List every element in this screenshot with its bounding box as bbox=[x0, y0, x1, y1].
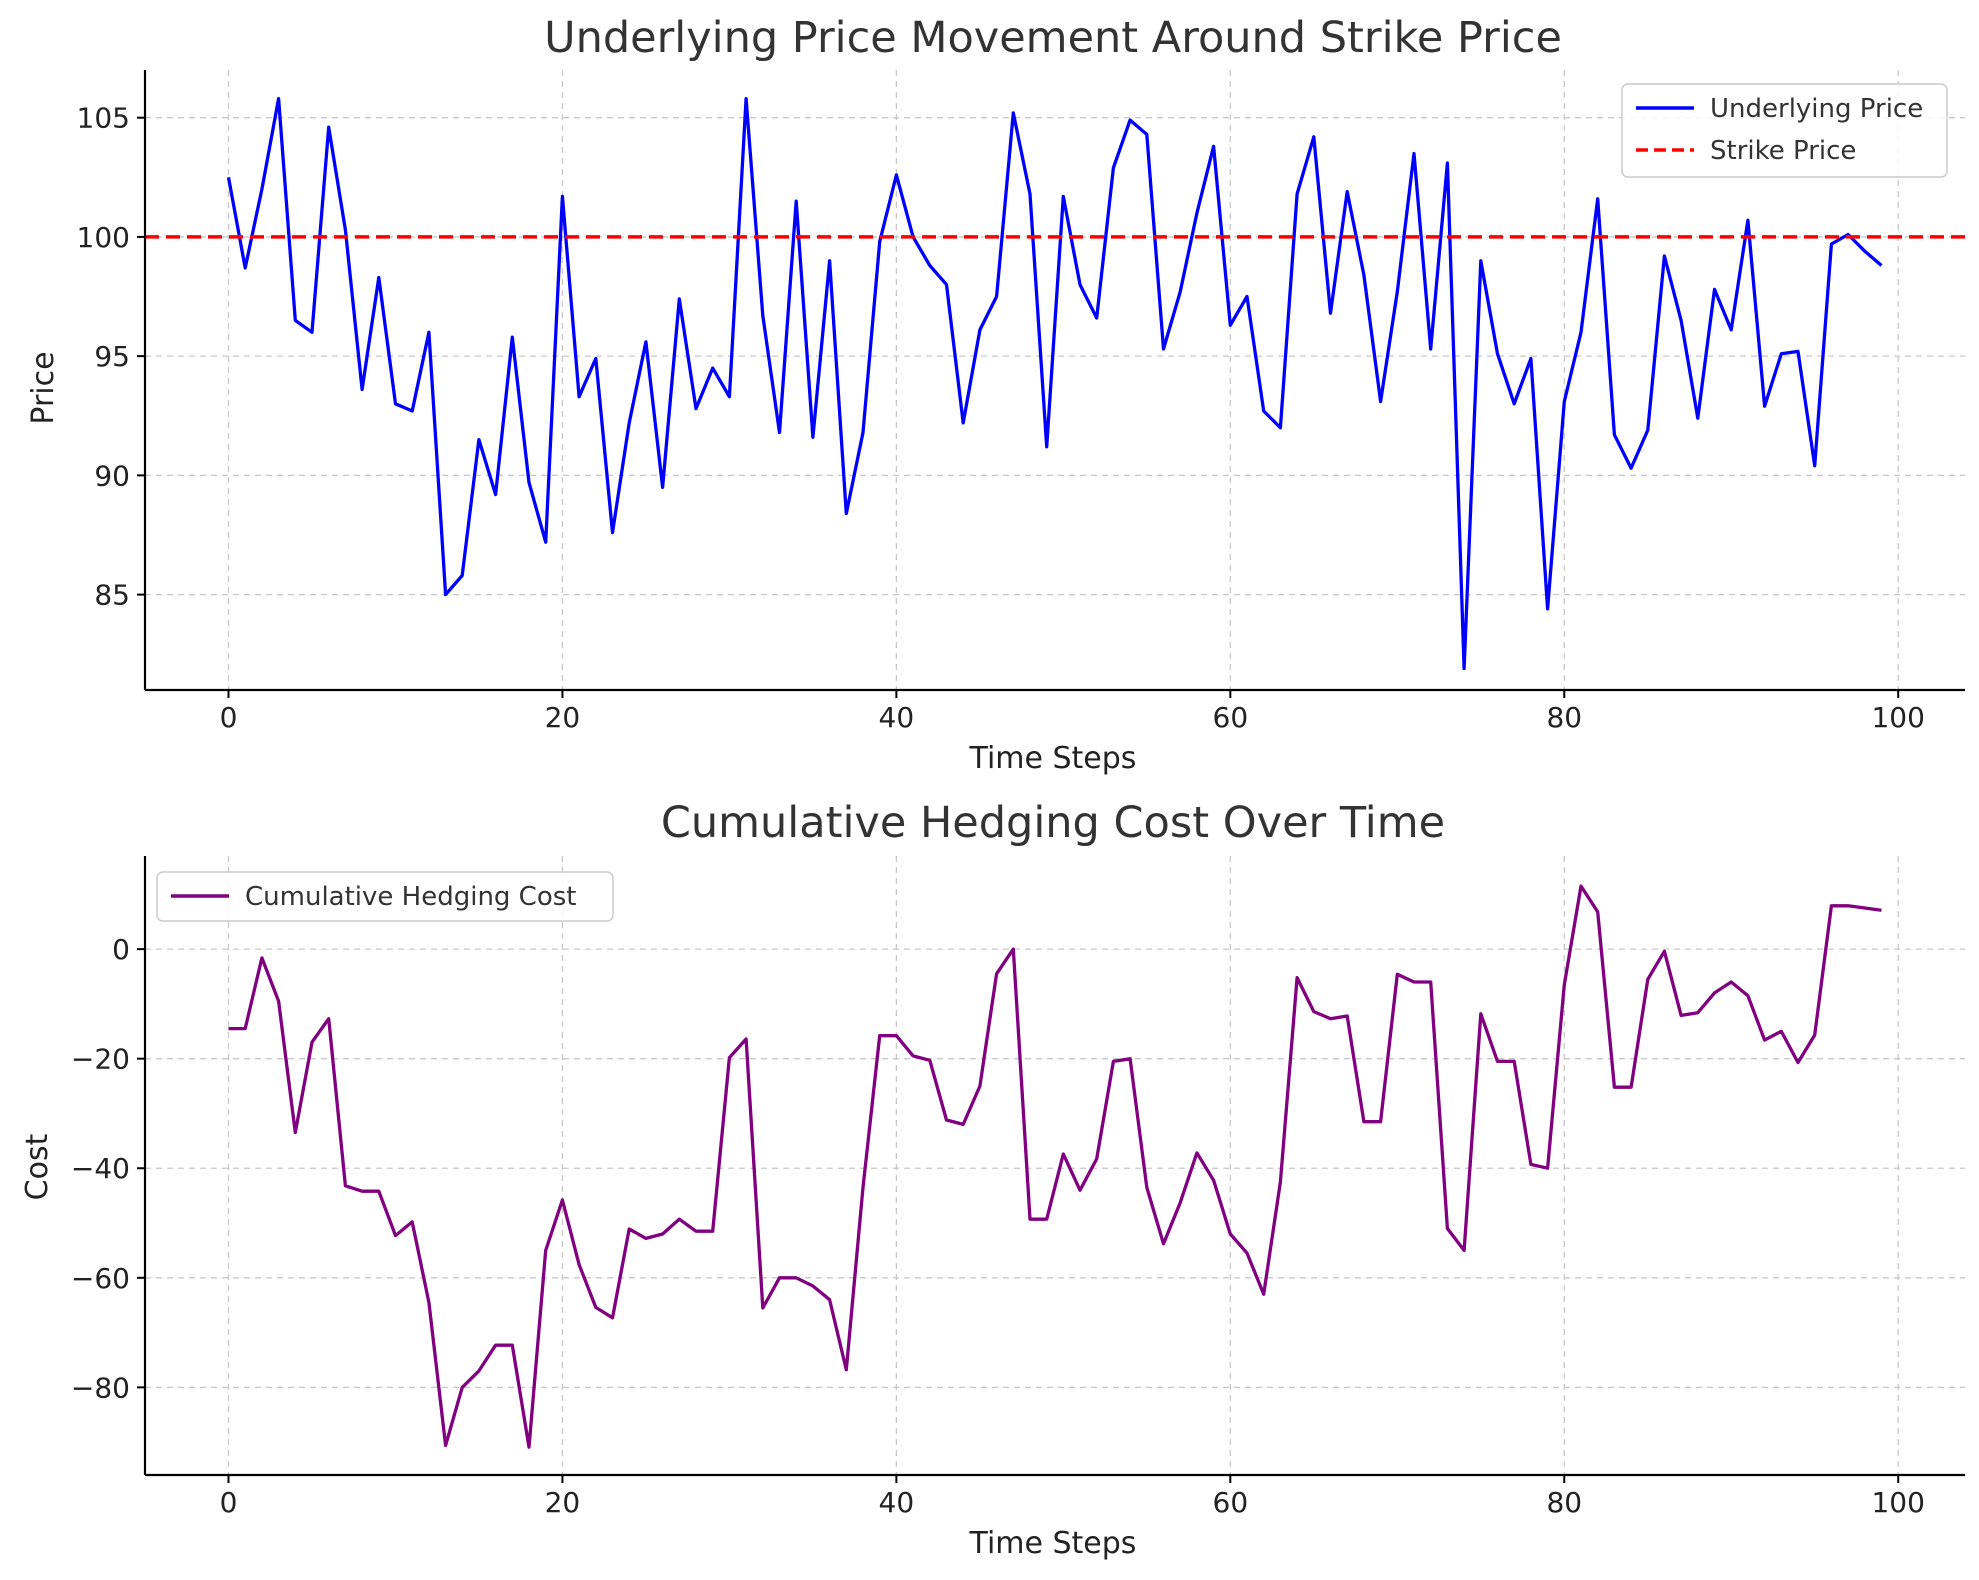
hedging-cost-chart-title: Cumulative Hedging Cost Over Time bbox=[661, 798, 1445, 848]
y-tick-label: −60 bbox=[71, 1262, 130, 1295]
x-tick-label: 20 bbox=[545, 1486, 581, 1519]
x-tick-label: 100 bbox=[1871, 701, 1924, 734]
price-chart-series bbox=[145, 96, 1965, 671]
legend-box bbox=[156, 871, 614, 922]
legend-label: Underlying Price bbox=[1710, 94, 1923, 124]
hedging-cost-chart-legend: Cumulative Hedging Cost bbox=[156, 871, 614, 922]
legend-box bbox=[1621, 83, 1948, 178]
legend-label: Cumulative Hedging Cost bbox=[245, 882, 577, 912]
y-tick-label: 85 bbox=[94, 579, 130, 612]
x-tick-label: 60 bbox=[1213, 1486, 1249, 1519]
price-chart-xlabel: Time Steps bbox=[969, 741, 1137, 776]
y-tick-label: 90 bbox=[94, 459, 130, 492]
x-tick-label: 60 bbox=[1213, 701, 1249, 734]
y-tick-label: 0 bbox=[112, 933, 130, 966]
y-tick-label: −40 bbox=[71, 1152, 130, 1185]
price-chart-ylabel: Price bbox=[26, 351, 61, 424]
x-tick-label: 40 bbox=[879, 701, 915, 734]
price-chart-title: Underlying Price Movement Around Strike … bbox=[544, 13, 1562, 63]
hedging-cost-chart-grid bbox=[145, 856, 1965, 1475]
x-tick-label: 40 bbox=[879, 1486, 915, 1519]
underlying-price-line bbox=[226, 96, 1883, 671]
y-tick-label: 105 bbox=[77, 102, 130, 135]
hedging-cost-chart-axes: 0 20 40 60 80 100 −80 −60 −40 −20 0 bbox=[71, 856, 1965, 1519]
x-tick-label: 0 bbox=[220, 1486, 238, 1519]
x-tick-label: 0 bbox=[220, 701, 238, 734]
y-tick-label: −20 bbox=[71, 1043, 130, 1076]
x-tick-label: 80 bbox=[1546, 701, 1582, 734]
x-tick-label: 100 bbox=[1871, 1486, 1924, 1519]
legend-label: Strike Price bbox=[1710, 136, 1856, 166]
hedging-cost-chart-series bbox=[228, 884, 1882, 1449]
hedging-cost-chart: Cumulative Hedging Cost Over Time 0 20 40 6… bbox=[20, 798, 1965, 1561]
price-chart-legend: Underlying Price Strike Price bbox=[1621, 83, 1948, 178]
hedging-cost-chart-ylabel: Cost bbox=[20, 1133, 55, 1200]
cumulative-hedging-cost-line bbox=[228, 884, 1882, 1449]
y-tick-label: 95 bbox=[94, 340, 130, 373]
hedging-cost-chart-xlabel: Time Steps bbox=[969, 1526, 1137, 1561]
price-chart-axes: 0 20 40 60 80 100 85 90 95 100 105 bbox=[77, 70, 1965, 734]
y-tick-label: 100 bbox=[77, 221, 130, 254]
x-tick-label: 80 bbox=[1546, 1486, 1582, 1519]
y-tick-label: −80 bbox=[71, 1371, 130, 1404]
price-chart: Underlying Price Movement Around Strike … bbox=[26, 13, 1965, 776]
x-tick-label: 20 bbox=[545, 701, 581, 734]
